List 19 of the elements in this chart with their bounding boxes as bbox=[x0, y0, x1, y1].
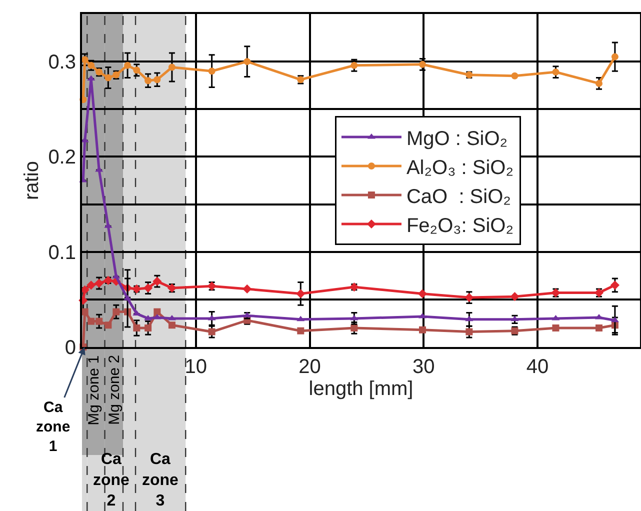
band-label: Mg zone 1 bbox=[85, 355, 102, 426]
legend-label: CaO : SiO₂ bbox=[406, 186, 511, 208]
y-tick-label: 0.3 bbox=[48, 52, 76, 74]
legend-label: Fe₂O₃: SiO₂ bbox=[406, 214, 514, 237]
y-tick-label: 0 bbox=[64, 337, 76, 359]
x-tick-label: 20 bbox=[298, 356, 321, 378]
y-axis-title: ratio bbox=[21, 161, 44, 200]
x-axis-title: length [mm] bbox=[308, 378, 414, 400]
y-tick-label: 0.2 bbox=[48, 146, 76, 169]
band-label: Ca zone 1 bbox=[36, 399, 70, 455]
x-tick-label: 30 bbox=[412, 356, 435, 378]
y-tick-label: 0.1 bbox=[48, 242, 76, 264]
band-label: Ca zone 3 bbox=[142, 451, 179, 510]
band-label: Ca zone 2 bbox=[93, 451, 130, 510]
x-tick-label: 40 bbox=[526, 356, 549, 378]
band-label: Mg zone 2 bbox=[106, 354, 123, 425]
legend-label: Al₂O₃ : SiO₂ bbox=[406, 156, 514, 179]
x-tick-label: 10 bbox=[184, 356, 208, 378]
legend-label: MgO : SiO₂ bbox=[406, 128, 508, 150]
